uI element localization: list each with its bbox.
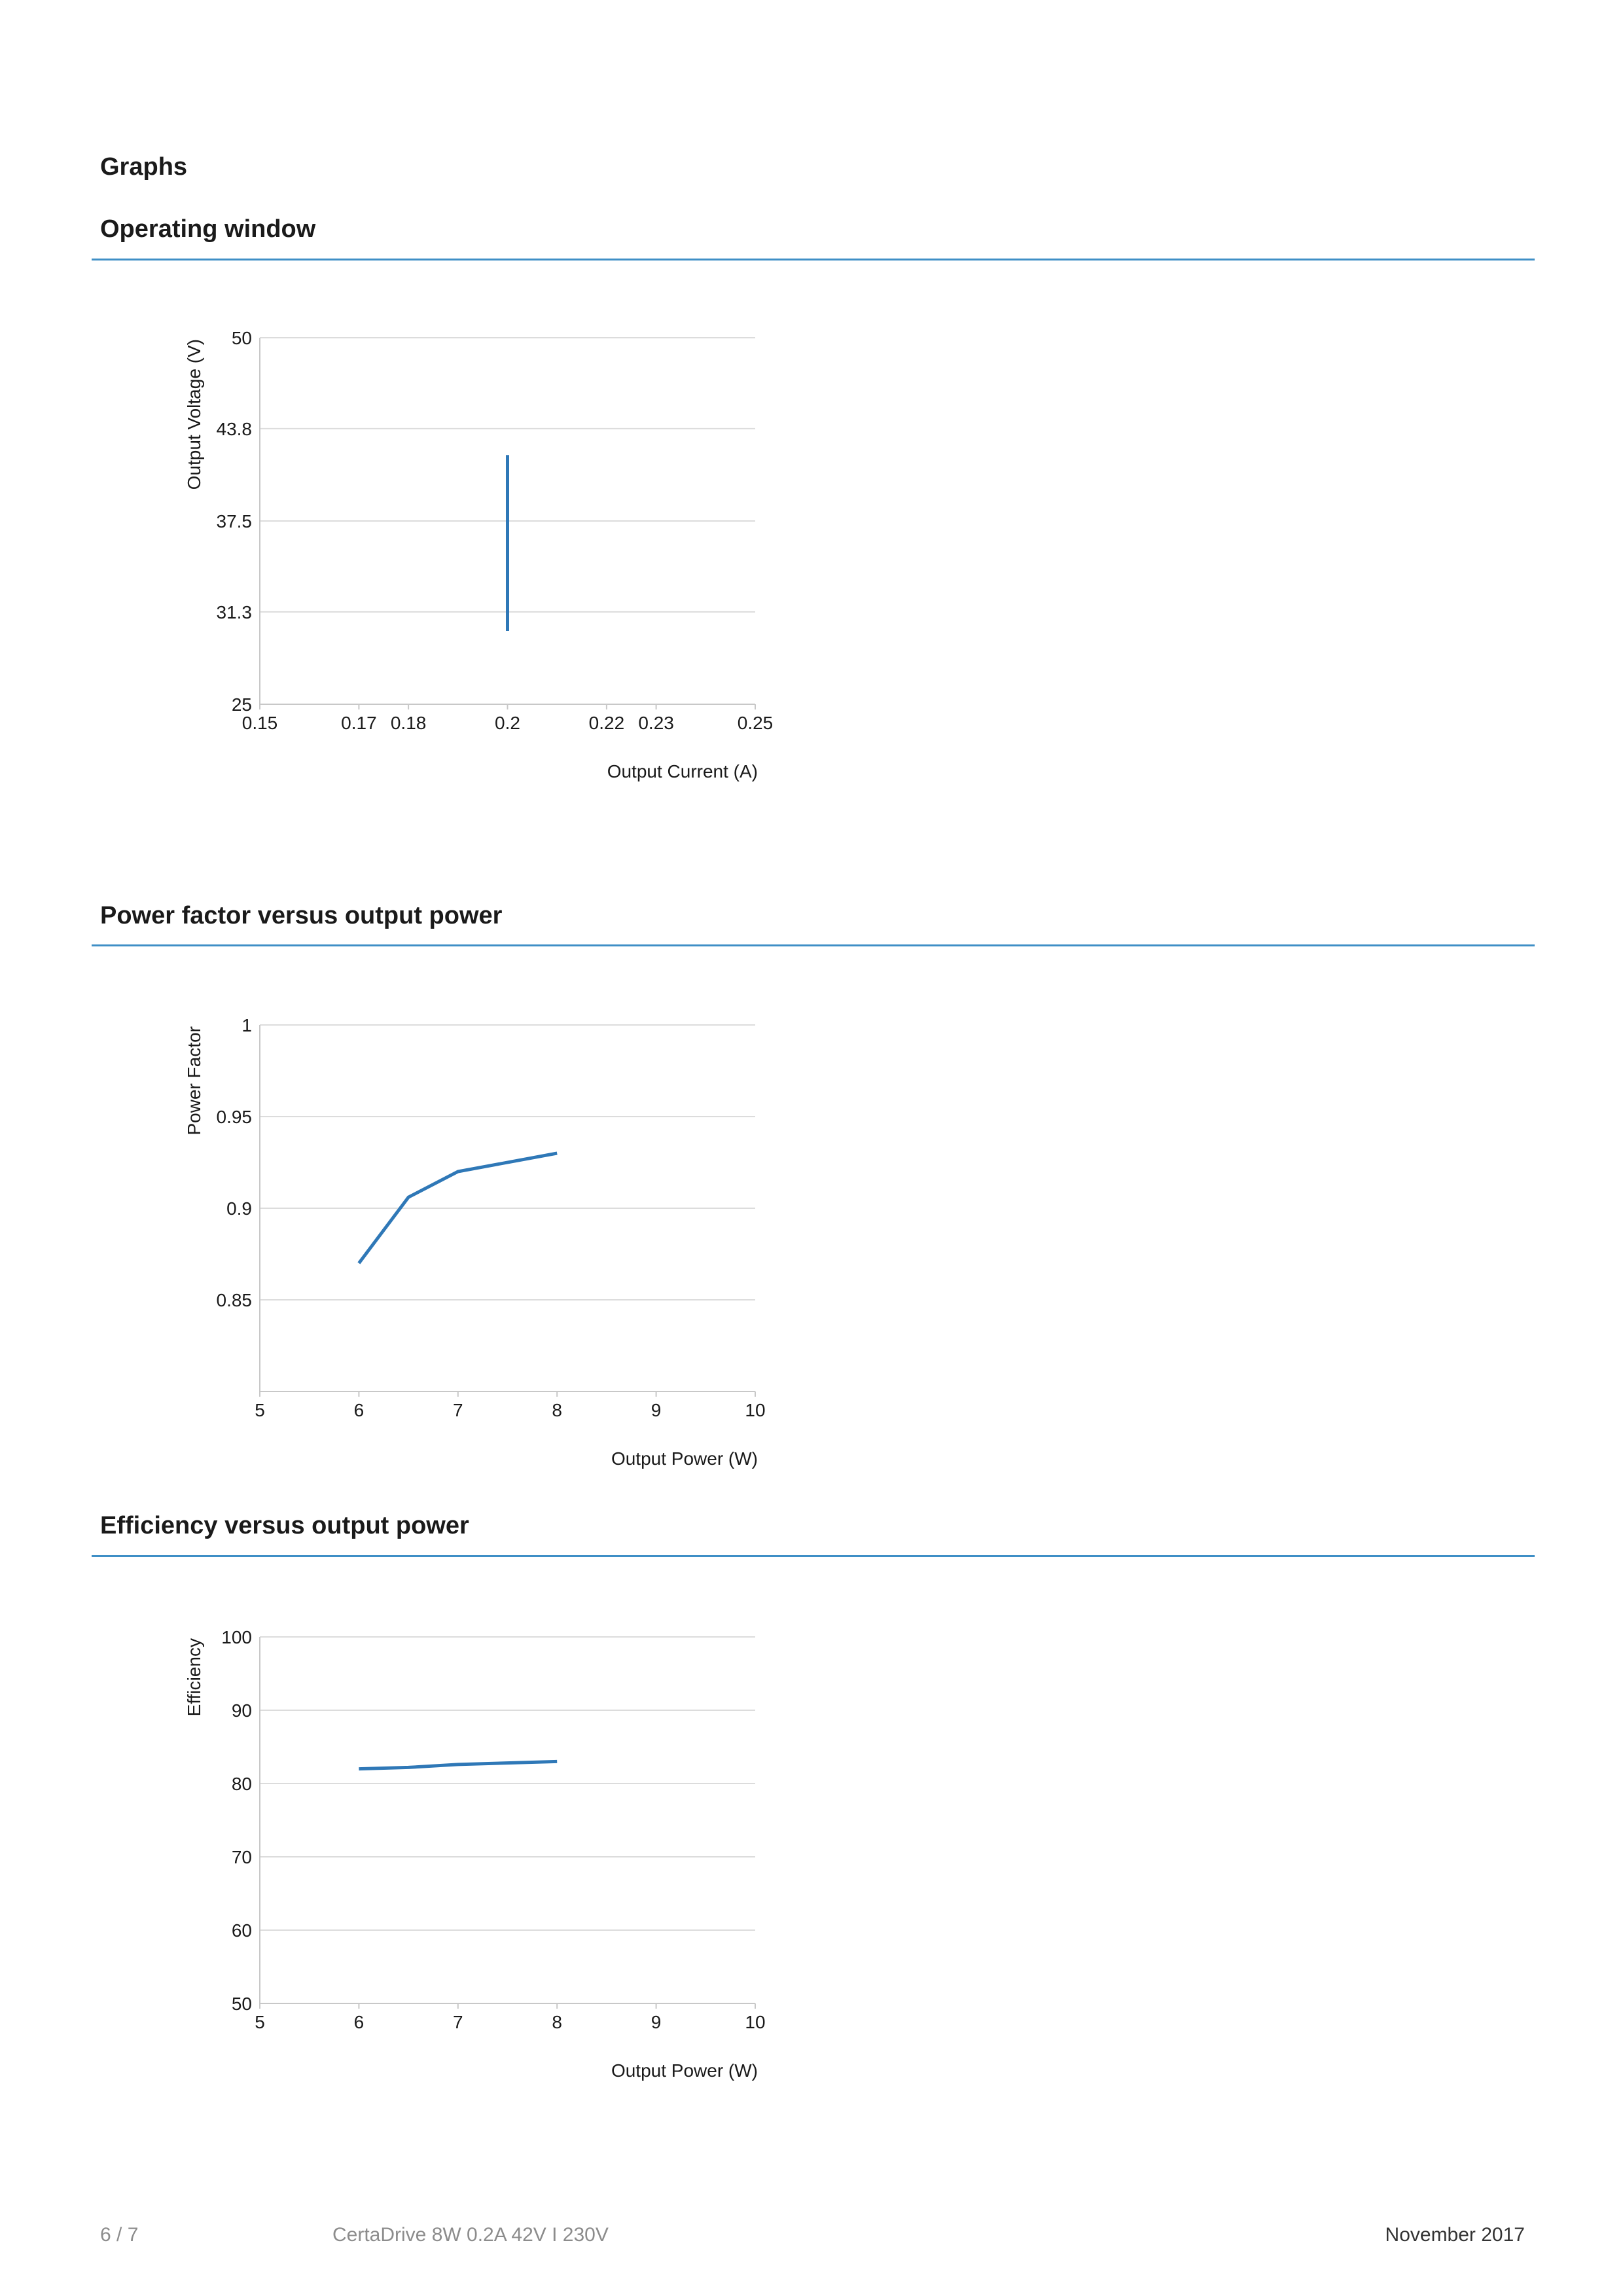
- efficiency-chart: 50 60 70 80 90 100 5 6 7 8 9 10 Output Power (W) Effi…: [0, 1607, 851, 2104]
- x-tick-label: 7: [453, 1400, 463, 1420]
- page-heading: Graphs: [100, 153, 188, 181]
- section-title-operating-window: Operating window: [100, 215, 316, 243]
- power-factor-chart: 0.85 0.9 0.95 1 5 6 7 8 9 10 Output Power (W) Power…: [0, 995, 851, 1492]
- y-tick-label: 37.5: [217, 511, 253, 531]
- y-tick-label: 0.9: [226, 1198, 252, 1219]
- y-tick-label: 50: [232, 328, 252, 348]
- x-axis-title: Output Power (W): [611, 2060, 758, 2081]
- y-axis-title: Output Voltage (V): [184, 339, 204, 490]
- footer-product-name: CertaDrive 8W 0.2A 42V I 230V: [332, 2224, 609, 2246]
- x-tick-label: 5: [255, 1400, 265, 1420]
- y-tick-label: 43.8: [217, 419, 253, 439]
- section-divider: [92, 1555, 1535, 1557]
- footer-date: November 2017: [1385, 2224, 1525, 2246]
- y-tick-label: 31.3: [217, 602, 253, 622]
- x-tick-label: 5: [255, 2012, 265, 2032]
- footer-page-number: 6 / 7: [100, 2224, 139, 2246]
- x-tick-label: 9: [651, 1400, 662, 1420]
- y-tick-label: 70: [232, 1847, 252, 1867]
- x-tick-label: 10: [745, 1400, 765, 1420]
- x-tick-label: 10: [745, 2012, 765, 2032]
- section-title-efficiency: Efficiency versus output power: [100, 1512, 469, 1539]
- x-tick-label: 6: [354, 2012, 365, 2032]
- x-tick-label: 0.2: [495, 713, 520, 733]
- y-tick-label: 80: [232, 1774, 252, 1794]
- x-tick-label: 8: [552, 2012, 562, 2032]
- y-tick-label: 0.85: [217, 1290, 253, 1310]
- power-factor-chart-svg: 0.85 0.9 0.95 1 5 6 7 8 9 10 Output Power (W) Power…: [184, 1015, 766, 1469]
- operating-window-chart: 25 31.3 37.5 43.8 50 0.15 0.17 0.18 0.2 0.22 0.23 0…: [0, 308, 851, 805]
- x-tick-label: 9: [651, 2012, 662, 2032]
- section-divider: [92, 259, 1535, 260]
- y-tick-label: 50: [232, 1994, 252, 2014]
- y-axis-title: Power Factor: [184, 1026, 204, 1136]
- x-tick-label: 6: [354, 1400, 365, 1420]
- y-tick-label: 90: [232, 1700, 252, 1721]
- x-tick-label: 8: [552, 1400, 562, 1420]
- series-line: [357, 1151, 558, 1265]
- y-axis-title: Efficiency: [184, 1638, 204, 1716]
- series-line: [359, 1759, 558, 1771]
- x-tick-label: 0.17: [341, 713, 377, 733]
- y-tick-label: 100: [221, 1627, 252, 1647]
- operating-window-chart-svg: 25 31.3 37.5 43.8 50 0.15 0.17 0.18 0.2 0.22 0.23 0…: [184, 328, 774, 781]
- y-tick-label: 25: [232, 694, 252, 715]
- x-tick-label: 0.22: [589, 713, 625, 733]
- y-tick-label: 1: [241, 1015, 252, 1035]
- x-tick-label: 0.18: [391, 713, 427, 733]
- x-tick-label: 0.23: [638, 713, 674, 733]
- x-tick-label: 0.15: [242, 713, 278, 733]
- efficiency-chart-svg: 50 60 70 80 90 100 5 6 7 8 9 10 Output Power (W) Effi…: [184, 1627, 766, 2081]
- section-divider: [92, 944, 1535, 946]
- section-title-power-factor: Power factor versus output power: [100, 902, 503, 929]
- x-axis-title: Output Power (W): [611, 1448, 758, 1469]
- x-axis-title: Output Current (A): [607, 761, 758, 781]
- x-tick-label: 0.25: [738, 713, 774, 733]
- y-tick-label: 0.95: [217, 1107, 253, 1127]
- x-tick-label: 7: [453, 2012, 463, 2032]
- y-tick-label: 60: [232, 1920, 252, 1941]
